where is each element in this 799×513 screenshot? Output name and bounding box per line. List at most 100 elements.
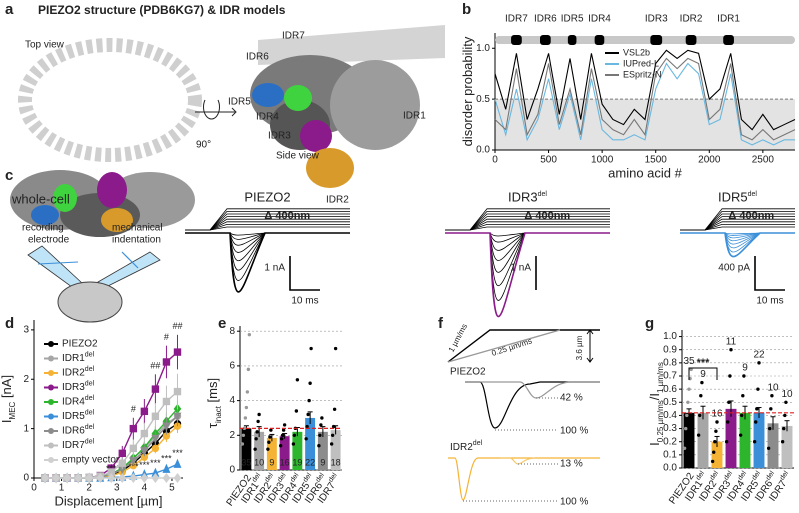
series-line bbox=[494, 62, 795, 146]
legend-label: ESpritz-N bbox=[623, 69, 662, 79]
data-point bbox=[292, 433, 297, 438]
y-axis-label: τinact [ms] bbox=[205, 378, 222, 428]
region bbox=[540, 35, 551, 45]
data-point bbox=[253, 447, 257, 451]
data-point bbox=[728, 374, 732, 378]
data-point bbox=[727, 400, 731, 404]
data-point bbox=[306, 412, 310, 417]
data-point bbox=[244, 405, 249, 410]
marker bbox=[140, 472, 149, 484]
marker bbox=[162, 463, 171, 473]
current-trace bbox=[680, 232, 795, 253]
data-point bbox=[255, 430, 259, 434]
legend-label: IDR1del bbox=[62, 352, 95, 364]
current-trace bbox=[445, 232, 610, 261]
y-tick-label: 0.4 bbox=[663, 410, 677, 421]
marker bbox=[118, 449, 126, 458]
n-label: 16 bbox=[711, 409, 723, 420]
data-point bbox=[329, 442, 334, 446]
data-point bbox=[713, 440, 717, 444]
trace-title: IDR3del bbox=[508, 189, 547, 204]
bar bbox=[739, 412, 751, 468]
y-axis-label: disorder probability bbox=[460, 36, 475, 146]
significance: # bbox=[131, 404, 136, 414]
y-axis-label-part: I bbox=[647, 442, 662, 446]
data-point bbox=[320, 416, 324, 420]
legend-marker bbox=[48, 428, 54, 434]
panel-label: c bbox=[5, 167, 13, 184]
x-tick-label: 4 bbox=[142, 483, 148, 494]
n-label: 9 bbox=[700, 369, 706, 380]
x-tick-label: 2 bbox=[86, 483, 92, 494]
data-point bbox=[686, 400, 690, 404]
data-point bbox=[317, 444, 321, 448]
data-point bbox=[766, 446, 771, 450]
trace-label: PIEZO2 bbox=[450, 367, 486, 378]
x-tick-label: 0 bbox=[492, 155, 498, 166]
electrode-label: recording bbox=[22, 223, 64, 234]
stimulus-label: Δ 400nm bbox=[524, 210, 570, 222]
y-axis-label-part: 1 µm/ms bbox=[656, 362, 665, 393]
idr-label: IDR6 bbox=[246, 52, 269, 63]
superscript: del bbox=[709, 470, 720, 482]
marker bbox=[162, 397, 171, 406]
data-point bbox=[755, 407, 759, 411]
y-tick-label: 0.0 bbox=[663, 463, 677, 474]
stimulus-label: Δ 400nm bbox=[728, 210, 774, 222]
legend-marker bbox=[48, 413, 54, 420]
marker bbox=[151, 385, 160, 393]
bar bbox=[330, 430, 341, 470]
region bbox=[650, 35, 663, 45]
current-trace bbox=[445, 232, 610, 287]
superscript: del bbox=[85, 366, 95, 373]
marker bbox=[173, 472, 182, 484]
legend-label: IDR5del bbox=[62, 410, 95, 422]
y-axis-label-part: 0.25 µm/ms bbox=[656, 400, 665, 442]
data-point bbox=[742, 374, 746, 378]
superscript: del bbox=[85, 410, 95, 417]
data-point bbox=[280, 433, 285, 438]
config-label: whole-cell bbox=[11, 191, 70, 206]
legend-marker bbox=[48, 399, 54, 405]
data-point bbox=[726, 420, 730, 424]
region bbox=[511, 35, 522, 45]
data-point bbox=[712, 450, 716, 454]
stimulus bbox=[185, 221, 350, 231]
current-trace bbox=[445, 232, 610, 318]
data-point bbox=[784, 400, 788, 404]
superscript: del bbox=[328, 472, 339, 484]
data-point bbox=[267, 440, 271, 444]
y-axis-label: I0.25 µm/ms/I1 µm/ms bbox=[647, 362, 664, 446]
superscript: del bbox=[85, 395, 95, 402]
region-label: IDR4 bbox=[588, 14, 611, 25]
legend-label: IDR7del bbox=[62, 439, 95, 451]
data-point bbox=[318, 433, 322, 438]
data-point bbox=[247, 332, 252, 337]
bar bbox=[697, 412, 709, 468]
legend-label: IDR3del bbox=[62, 381, 95, 393]
stimulus bbox=[185, 226, 350, 231]
data-point bbox=[689, 367, 693, 372]
y-axis-label-part: [nA] bbox=[0, 375, 14, 402]
region bbox=[567, 35, 577, 45]
bar bbox=[711, 441, 723, 468]
x-tick-label: 3 bbox=[114, 483, 120, 494]
superscript: del bbox=[302, 472, 313, 484]
data-point bbox=[782, 426, 786, 431]
panel-label: d bbox=[5, 315, 14, 332]
significance-bracket bbox=[688, 367, 718, 380]
data-point bbox=[724, 440, 729, 444]
significance: *** bbox=[150, 458, 161, 468]
significance: *** bbox=[128, 461, 139, 471]
current-trace bbox=[445, 232, 610, 243]
data-point bbox=[333, 346, 338, 351]
structure-top bbox=[10, 38, 202, 237]
significance: # bbox=[164, 332, 169, 342]
bar bbox=[767, 423, 779, 468]
ratio-label: 100 % bbox=[560, 497, 588, 508]
trace-label-sup: del bbox=[473, 440, 483, 447]
data-point bbox=[319, 423, 323, 427]
scale-x-label: 10 ms bbox=[291, 296, 318, 307]
data-point bbox=[246, 367, 251, 372]
rotation-icon bbox=[195, 99, 237, 120]
